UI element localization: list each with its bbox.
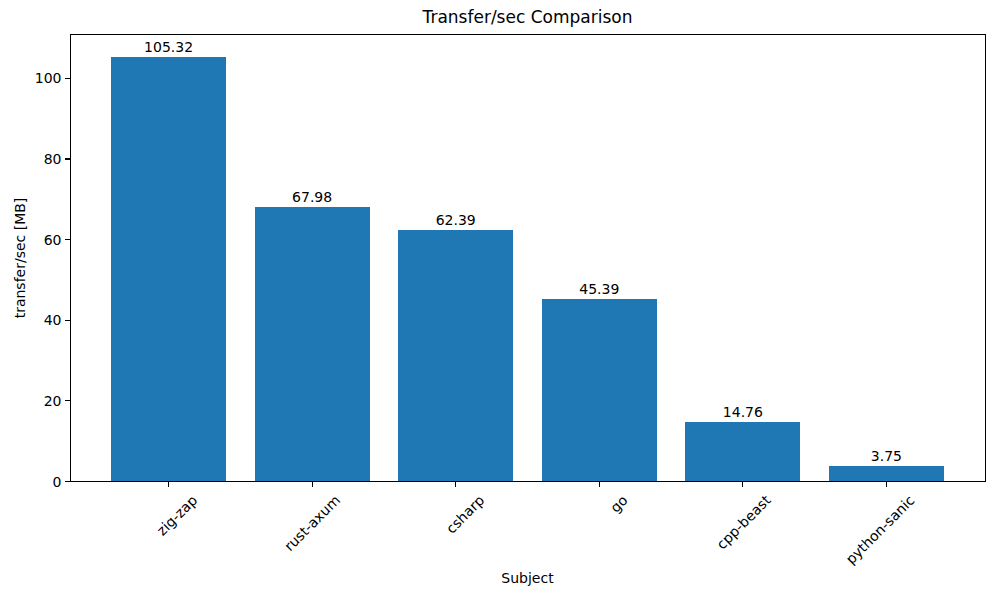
x-axis-label: Subject xyxy=(70,570,986,586)
y-axis-label: transfer/sec [MB] xyxy=(12,198,28,319)
x-tick-label-cpp-beast: cpp-beast xyxy=(714,492,774,552)
y-tick-label-20: 20 xyxy=(18,394,62,408)
bar-value-label-cpp-beast: 14.76 xyxy=(723,404,763,420)
x-tick-label-csharp: csharp xyxy=(442,492,487,537)
x-tick-label-python-sanic: python-sanic xyxy=(843,492,918,567)
bar-value-label-rust-axum: 67.98 xyxy=(292,189,332,205)
x-tick-label-zig-zap: zig-zap xyxy=(153,492,200,539)
y-tick-label-80: 80 xyxy=(18,152,62,166)
y-tick-label-100: 100 xyxy=(18,71,62,85)
y-tick-label-0: 0 xyxy=(18,475,62,489)
bar-value-label-zig-zap: 105.32 xyxy=(144,39,193,55)
bar-value-label-csharp: 62.39 xyxy=(436,212,476,228)
chart-title: Transfer/sec Comparison xyxy=(70,7,986,27)
x-tick-label-go: go xyxy=(607,492,631,516)
bar-value-label-go: 45.39 xyxy=(579,281,619,297)
bar-value-label-python-sanic: 3.75 xyxy=(871,448,902,464)
labels-layer: 105.32 zig-zap 67.98 rust-axum 62.39 csharp 45… xyxy=(0,0,1000,600)
bar-chart-figure: 105.32 zig-zap 67.98 rust-axum 62.39 csharp 45… xyxy=(0,0,1000,600)
x-tick-label-rust-axum: rust-axum xyxy=(281,492,343,554)
